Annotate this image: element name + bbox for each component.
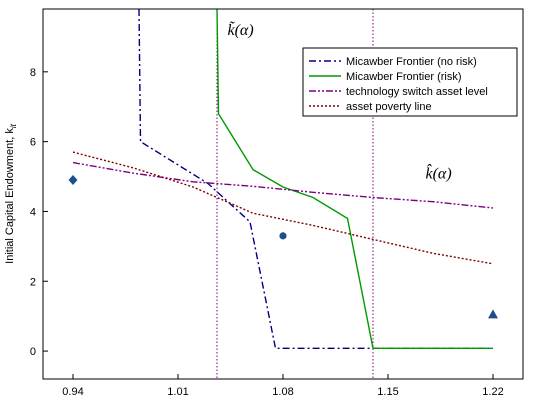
axes: 0.94 1.01 1.08 1.15 1.22 0 2 4 6 8: [30, 67, 504, 398]
x-tick-label: 0.94: [62, 386, 83, 398]
x-tick-label: 1.01: [167, 386, 188, 398]
legend-entry: asset poverty line: [346, 101, 432, 113]
y-axis-label: Initial Capital Endowment, kit: [4, 123, 18, 264]
legend: Micawber Frontier (no risk) Micawber Fron…: [302, 47, 518, 117]
annotation-2: k̂(α): [426, 163, 452, 182]
annotation-1: k̃(α): [228, 21, 254, 39]
plot-marks: [68, 9, 498, 379]
marker-diamond: [68, 175, 78, 186]
legend-box: [302, 47, 518, 117]
marker-triangle: [488, 309, 498, 319]
x-tick-label: 1.15: [377, 386, 398, 398]
series-line-2: [216, 9, 493, 349]
legend-entry: technology switch asset level: [346, 86, 488, 98]
y-tick-label: 6: [30, 137, 36, 149]
y-tick-label: 2: [30, 276, 36, 288]
x-tick-label: 1.22: [482, 386, 503, 398]
legend-entry: Micawber Frontier (risk): [346, 71, 462, 83]
series-line-3: [72, 161, 494, 209]
y-tick-label: 0: [30, 346, 36, 358]
annotations: k̃(α) k̂(α): [228, 21, 452, 182]
y-tick-label: 4: [30, 206, 36, 218]
x-tick-label: 1.08: [272, 386, 293, 398]
series-line-4: [72, 151, 494, 265]
y-tick-label: 8: [30, 67, 36, 79]
marker-circle: [279, 232, 287, 240]
legend-entry: Micawber Frontier (no risk): [346, 56, 477, 68]
